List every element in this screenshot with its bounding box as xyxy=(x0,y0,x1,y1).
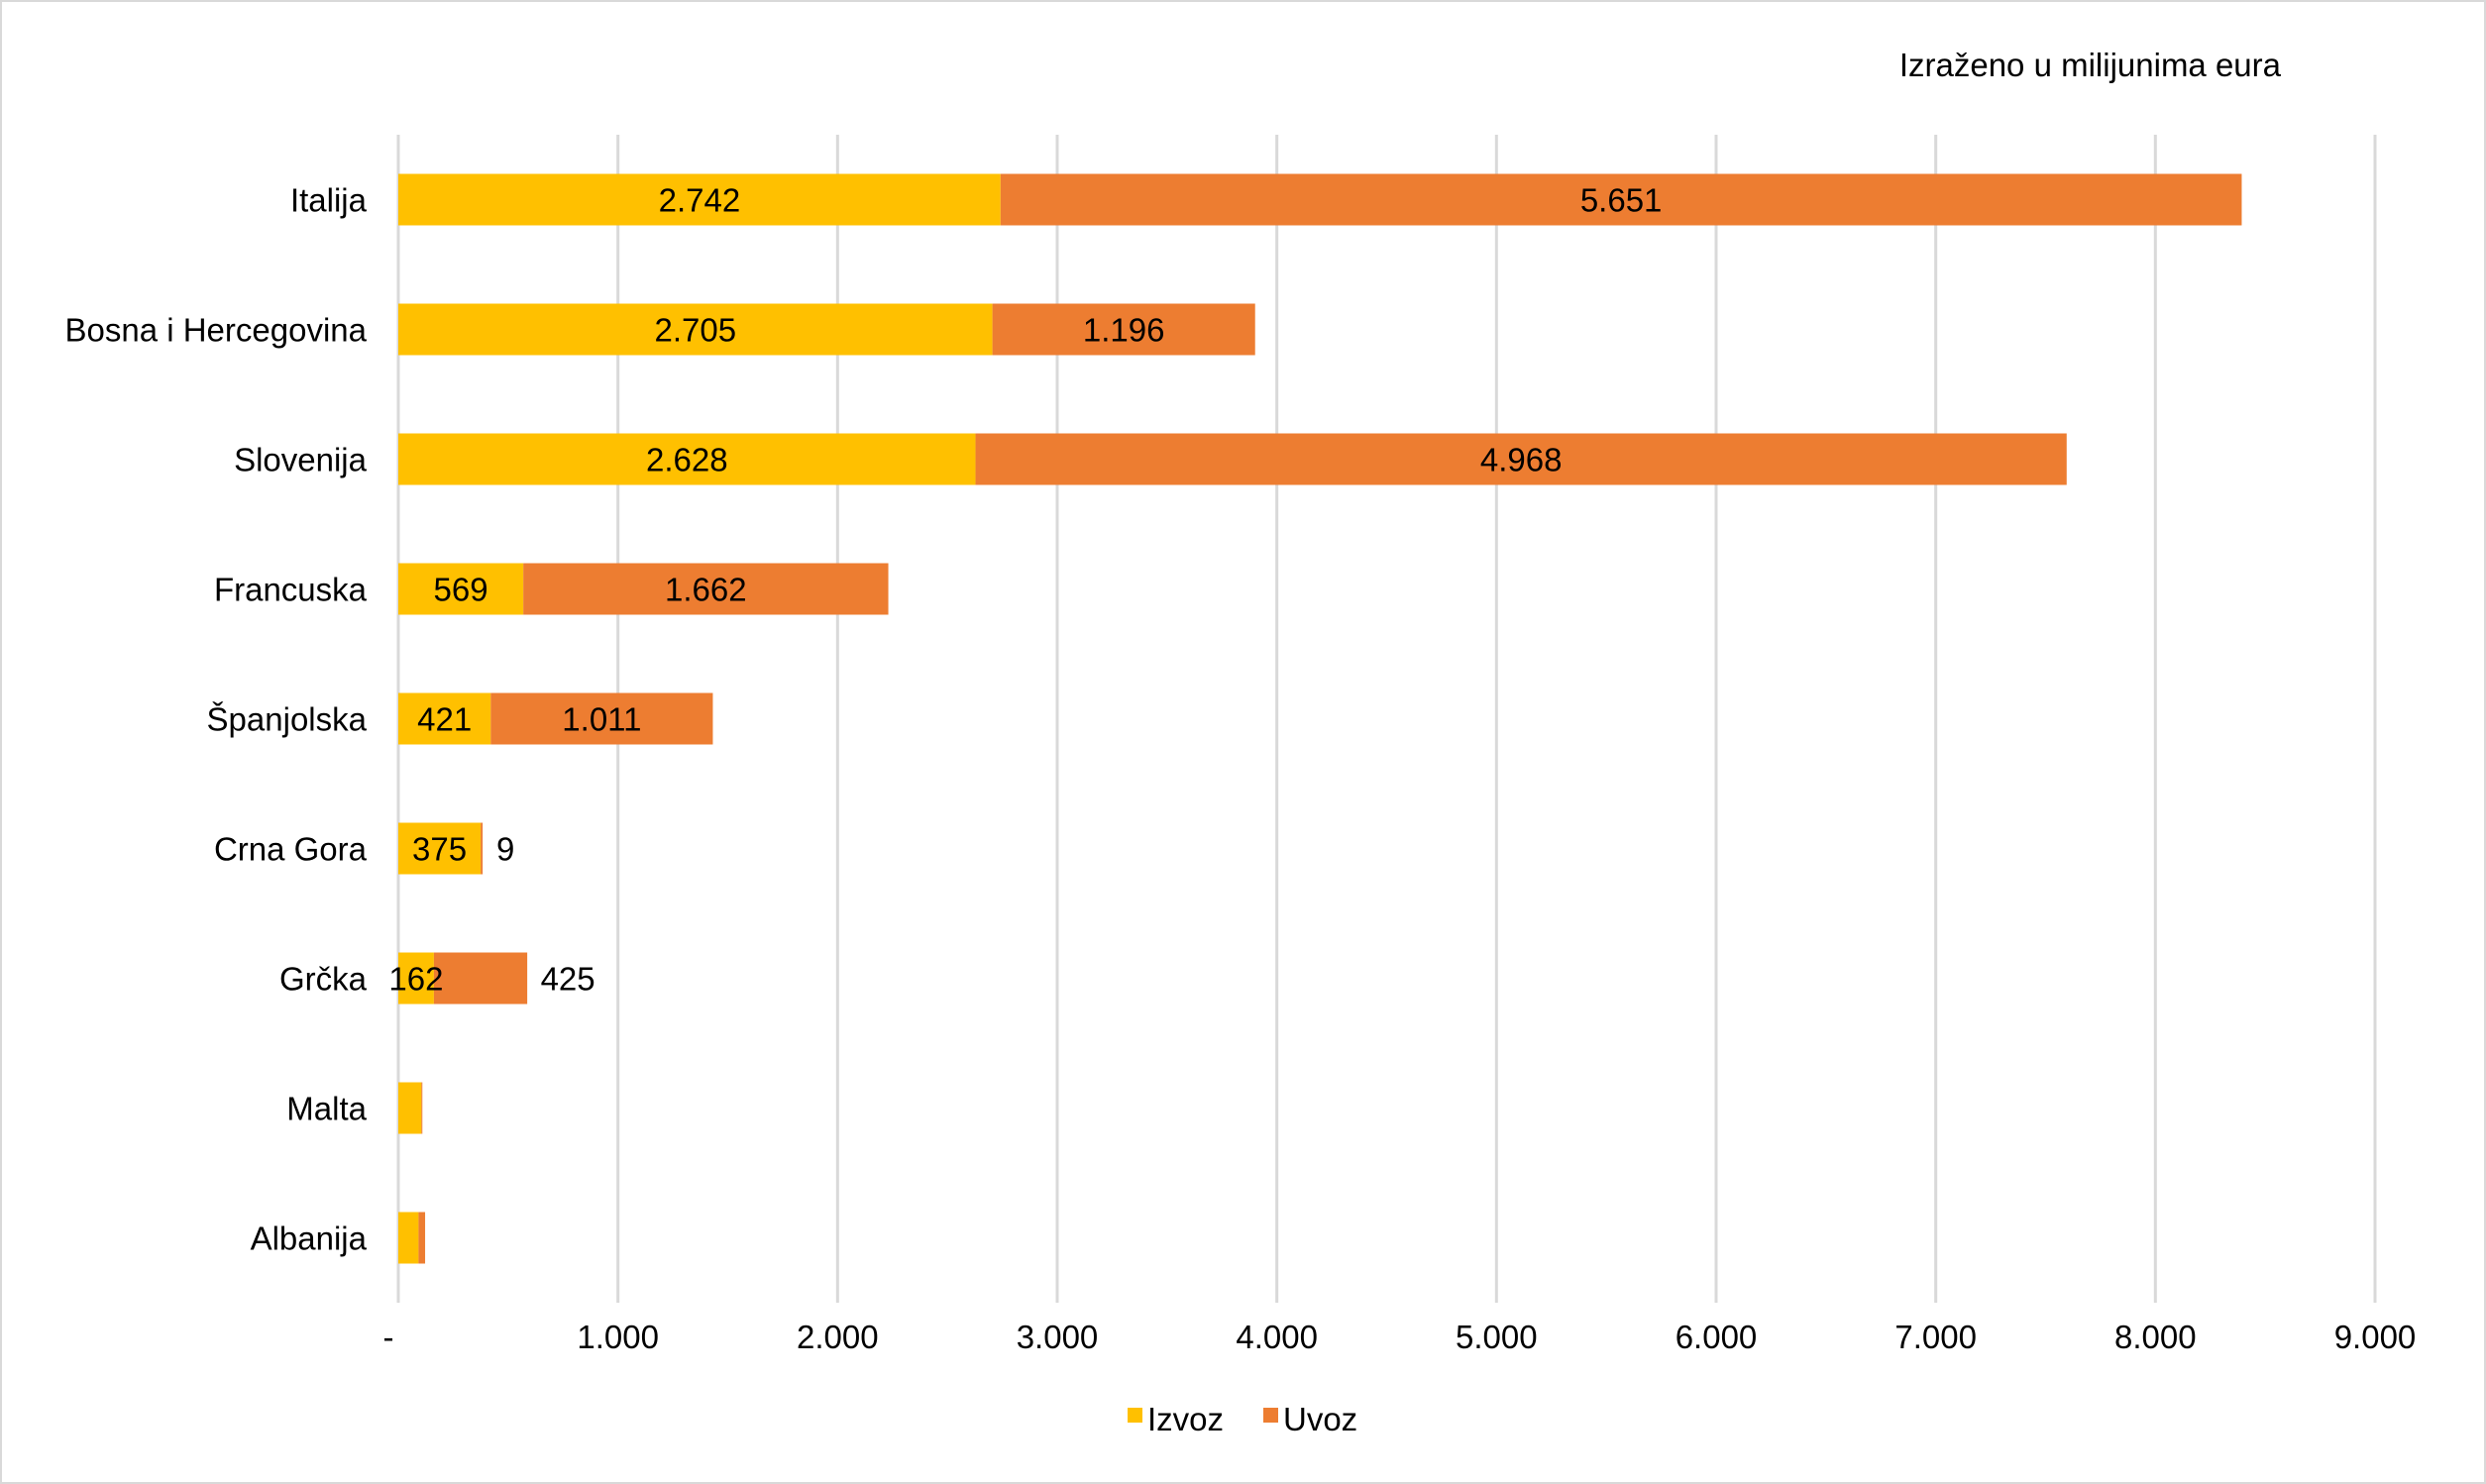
x-tick-label: 3.000 xyxy=(1017,1319,1099,1355)
bar-izvoz xyxy=(398,303,993,356)
legend-swatch-uvoz xyxy=(1263,1408,1278,1423)
bar-izvoz xyxy=(398,173,1001,226)
bar-uvoz xyxy=(975,433,2067,485)
bar-uvoz xyxy=(481,822,484,875)
category-label: Francuska xyxy=(214,572,368,608)
unit-note: Izraženo u milijunima eura xyxy=(1899,47,2282,83)
x-tick-label: 8.000 xyxy=(2114,1319,2197,1355)
category-label: Slovenija xyxy=(234,442,368,478)
bar-uvoz xyxy=(523,563,889,615)
category-label: Malta xyxy=(286,1091,367,1127)
data-label: 9 xyxy=(496,831,514,868)
category-label: Italija xyxy=(290,182,368,219)
bar-izvoz xyxy=(398,822,482,875)
legend-label: Uvoz xyxy=(1283,1401,1357,1437)
legend-swatch-izvoz xyxy=(1128,1408,1142,1423)
legend-label: Izvoz xyxy=(1147,1401,1224,1437)
data-label: 1.011 xyxy=(562,701,641,738)
bar-uvoz xyxy=(1000,173,2242,226)
category-label: Španjolska xyxy=(207,701,368,738)
x-tick-label: 4.000 xyxy=(1236,1319,1318,1355)
bar-izvoz xyxy=(398,692,491,745)
category-label: Albanija xyxy=(251,1220,368,1257)
data-label: 1.196 xyxy=(1083,312,1165,349)
bar-izvoz xyxy=(398,1082,422,1134)
data-label: 2.628 xyxy=(646,442,728,478)
x-tick-label: 1.000 xyxy=(577,1319,659,1355)
data-label: 4.968 xyxy=(1480,442,1563,478)
bar-uvoz xyxy=(992,303,1255,356)
data-label: 2.705 xyxy=(655,312,737,349)
x-tick-label: 6.000 xyxy=(1675,1319,1758,1355)
x-tick-label: 9.000 xyxy=(2334,1319,2417,1355)
bar-uvoz xyxy=(421,1082,423,1134)
data-label: 2.742 xyxy=(659,182,741,219)
bar-izvoz xyxy=(398,433,976,485)
bar-uvoz xyxy=(433,952,528,1005)
category-label: Crna Gora xyxy=(214,831,368,868)
data-label: 375 xyxy=(412,831,467,868)
bar-izvoz xyxy=(398,952,434,1005)
bar-izvoz xyxy=(398,1212,419,1264)
data-label: 5.651 xyxy=(1580,182,1663,219)
x-tick-label: 7.000 xyxy=(1894,1319,1977,1355)
data-label: 421 xyxy=(417,701,472,738)
bar-izvoz xyxy=(398,563,524,615)
data-label: 162 xyxy=(388,961,443,998)
data-label: 425 xyxy=(541,961,595,998)
data-label: 569 xyxy=(434,572,488,608)
bar-uvoz xyxy=(418,1212,426,1264)
x-tick-label: - xyxy=(383,1319,394,1355)
x-tick-label: 2.000 xyxy=(797,1319,879,1355)
data-label: 1.662 xyxy=(665,572,747,608)
bar-uvoz xyxy=(490,692,713,745)
x-tick-label: 5.000 xyxy=(1456,1319,1538,1355)
category-label: Bosna i Hercegovina xyxy=(64,312,367,349)
category-label: Grčka xyxy=(279,961,368,998)
